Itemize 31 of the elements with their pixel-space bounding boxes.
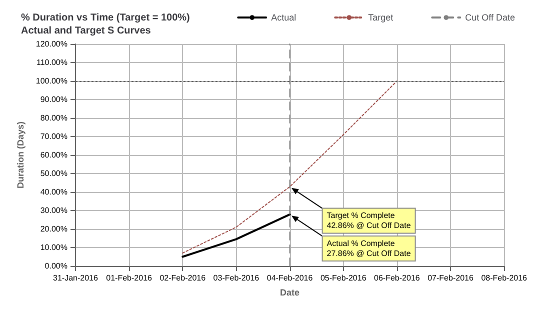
x-tick-label: 04-Feb-2016 (266, 274, 314, 282)
chart-title: % Duration vs Time (Target = 100%) (21, 12, 190, 24)
x-tick-label: 03-Feb-2016 (213, 274, 260, 282)
x-tick-label: 31-Jan-2016 (53, 274, 98, 282)
y-tick-label: 120.00% (36, 40, 68, 48)
y-tick-label: 40.00% (40, 188, 68, 196)
legend-label: Cut Off Date (465, 12, 516, 22)
y-tick-label: 50.00% (40, 169, 68, 178)
annotation: Actual % Complete 27.86% @ Cut Off Date (326, 238, 412, 258)
x-tick-label: 05-Feb-2016 (320, 274, 367, 282)
legend-label: Target (368, 12, 394, 22)
y-axis-title: Duration (Days) (16, 121, 26, 189)
y-tick-label: 100.00% (36, 76, 68, 86)
y-tick-label: 70.00% (40, 132, 68, 141)
x-tick-label: 08-Feb-2016 (481, 274, 528, 282)
y-tick-label: 110.00% (36, 58, 68, 67)
annotation: Target % Complete 42.86% @ Cut Off Date (326, 211, 412, 230)
x-tick-label: 06-Feb-2016 (374, 274, 420, 282)
y-tick-label: 60.00% (40, 150, 68, 160)
y-tick-label: 80.00% (40, 114, 68, 122)
y-tick-label: 20.00% (40, 224, 68, 234)
x-tick-label: 07-Feb-2016 (428, 274, 474, 282)
y-tick-label: 10.00% (40, 243, 68, 252)
y-tick-label: 30.00% (40, 206, 68, 215)
legend-label: Actual (271, 12, 296, 22)
chart-subtitle: Actual and Target S Curves (21, 26, 152, 36)
x-axis-title: Date (280, 288, 300, 298)
x-tick-label: 01-Feb-2016 (106, 274, 153, 282)
y-tick-label: 90.00% (40, 95, 68, 104)
y-tick-label: 0.00% (44, 262, 68, 270)
x-tick-label: 02-Feb-2016 (160, 274, 206, 282)
